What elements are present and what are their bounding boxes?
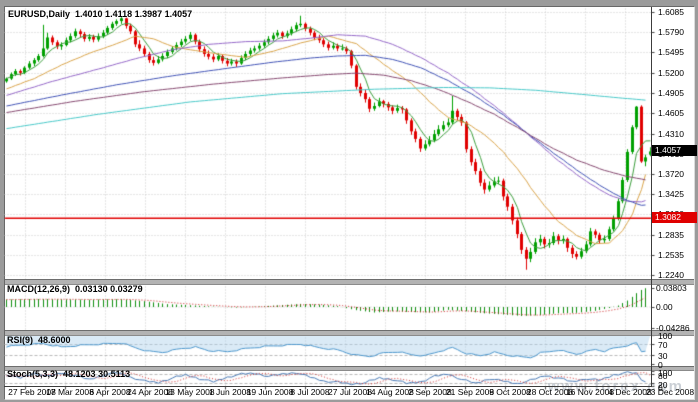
rsi-axis-label: 30 <box>658 351 668 361</box>
stoch-values: 48.1203 30.5113 <box>63 369 131 379</box>
stoch-axis-label: 20 <box>658 380 668 390</box>
time-axis-line <box>4 386 652 387</box>
axis-date-label: 8 Jul 2008 <box>290 387 330 397</box>
macd-label: MACD(12,26,9) <box>7 284 71 294</box>
axis-price-label: 1.5495 <box>658 47 684 57</box>
axis-date-label: 14 Aug 2008 <box>366 387 414 397</box>
rsi-label: RSI(9) <box>7 335 34 345</box>
rsi-value: 48.6000 <box>38 335 71 345</box>
axis-date-label: 28 Oct 2008 <box>526 387 574 397</box>
axis-date-label: 27 Jul 2008 <box>328 387 372 397</box>
axis-price-label: 1.5790 <box>658 27 684 37</box>
rsi-axis-label: 100 <box>658 331 673 341</box>
axis-date-label: 19 Jun 2008 <box>246 387 294 397</box>
time-axis[interactable]: 27 Feb 2008 17 Mar 2008 6 Apr 2008 24 Apr 2… <box>4 387 695 400</box>
axis-price-label: 1.4905 <box>658 88 684 98</box>
macd-axis-label: 0.03803 <box>656 283 687 293</box>
axis-price-label: 1.3720 <box>658 169 684 179</box>
axis-date-label: 9 Oct 2008 <box>489 387 531 397</box>
current-price-marker: 1.4057 <box>652 145 697 156</box>
axis-price-label: 1.4605 <box>658 108 684 118</box>
axis-price-label: 1.2535 <box>658 250 684 260</box>
price-axis-line <box>651 7 652 386</box>
axis-price-label: 1.2240 <box>658 270 684 280</box>
axis-date-label: 23 Dec 2008 <box>645 387 695 397</box>
axis-price-label: 1.3425 <box>658 189 684 199</box>
pane-separator-macd[interactable] <box>5 279 694 285</box>
price-axis[interactable]: 1.6085 1.5790 1.5495 1.5200 1.4905 1.4605 1.43… <box>651 7 695 393</box>
axis-date-label: 21 Sep 2008 <box>445 387 495 397</box>
macd-pane-label: MACD(12,26,9) 0.03130 0.03279 <box>7 284 143 294</box>
pane-separator-stoch[interactable] <box>5 366 694 371</box>
axis-date-label: 6 Apr 2008 <box>89 387 131 397</box>
axis-price-label: 1.5200 <box>658 68 684 78</box>
title-ohlc: 1.4010 1.4118 1.3987 1.4057 <box>75 9 193 19</box>
axis-price-label: 1.6085 <box>658 7 684 17</box>
stoch-axis-label: 0 <box>658 383 663 393</box>
axis-date-label: 2 Sep 2008 <box>408 387 452 397</box>
rsi-axis-label: 70 <box>658 340 668 350</box>
axis-date-label: 17 Mar 2008 <box>46 387 94 397</box>
axis-date-label: 24 Apr 2008 <box>127 387 173 397</box>
axis-date-label: 13 May 2008 <box>165 387 215 397</box>
axis-price-label: 1.2835 <box>658 230 684 240</box>
axis-date-label: 4 Dec 2008 <box>608 387 652 397</box>
axis-date-label: 27 Feb 2008 <box>8 387 56 397</box>
macd-axis-label: -0.04286 <box>656 323 690 333</box>
rsi-pane-label: RSI(9) 48.6000 <box>7 335 71 345</box>
hline-price-marker: 1.3082 <box>652 212 697 223</box>
pane-separator-rsi[interactable] <box>5 330 694 336</box>
stoch-axis-label: 80 <box>658 371 668 381</box>
chart-title: EURUSD,Daily 1.4010 1.4118 1.3987 1.4057 <box>8 9 192 19</box>
axis-price-label: 1.4310 <box>658 129 684 139</box>
title-symbol-timeframe: EURUSD,Daily <box>8 9 71 19</box>
stoch-axis-label: 100 <box>658 368 673 378</box>
stoch-pane-label: Stoch(5,3,3) 48.1203 30.5113 <box>7 369 130 379</box>
stoch-label: Stoch(5,3,3) <box>7 369 59 379</box>
axis-date-label: 1 Jun 2008 <box>208 387 252 397</box>
macd-axis-label: 0.00 <box>656 302 673 312</box>
rsi-axis-label: 0 <box>658 360 663 370</box>
axis-date-label: 16 Nov 2008 <box>565 387 615 397</box>
macd-values: 0.03130 0.03279 <box>75 284 143 294</box>
